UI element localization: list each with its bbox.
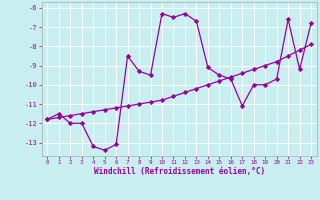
X-axis label: Windchill (Refroidissement éolien,°C): Windchill (Refroidissement éolien,°C) <box>94 167 265 176</box>
